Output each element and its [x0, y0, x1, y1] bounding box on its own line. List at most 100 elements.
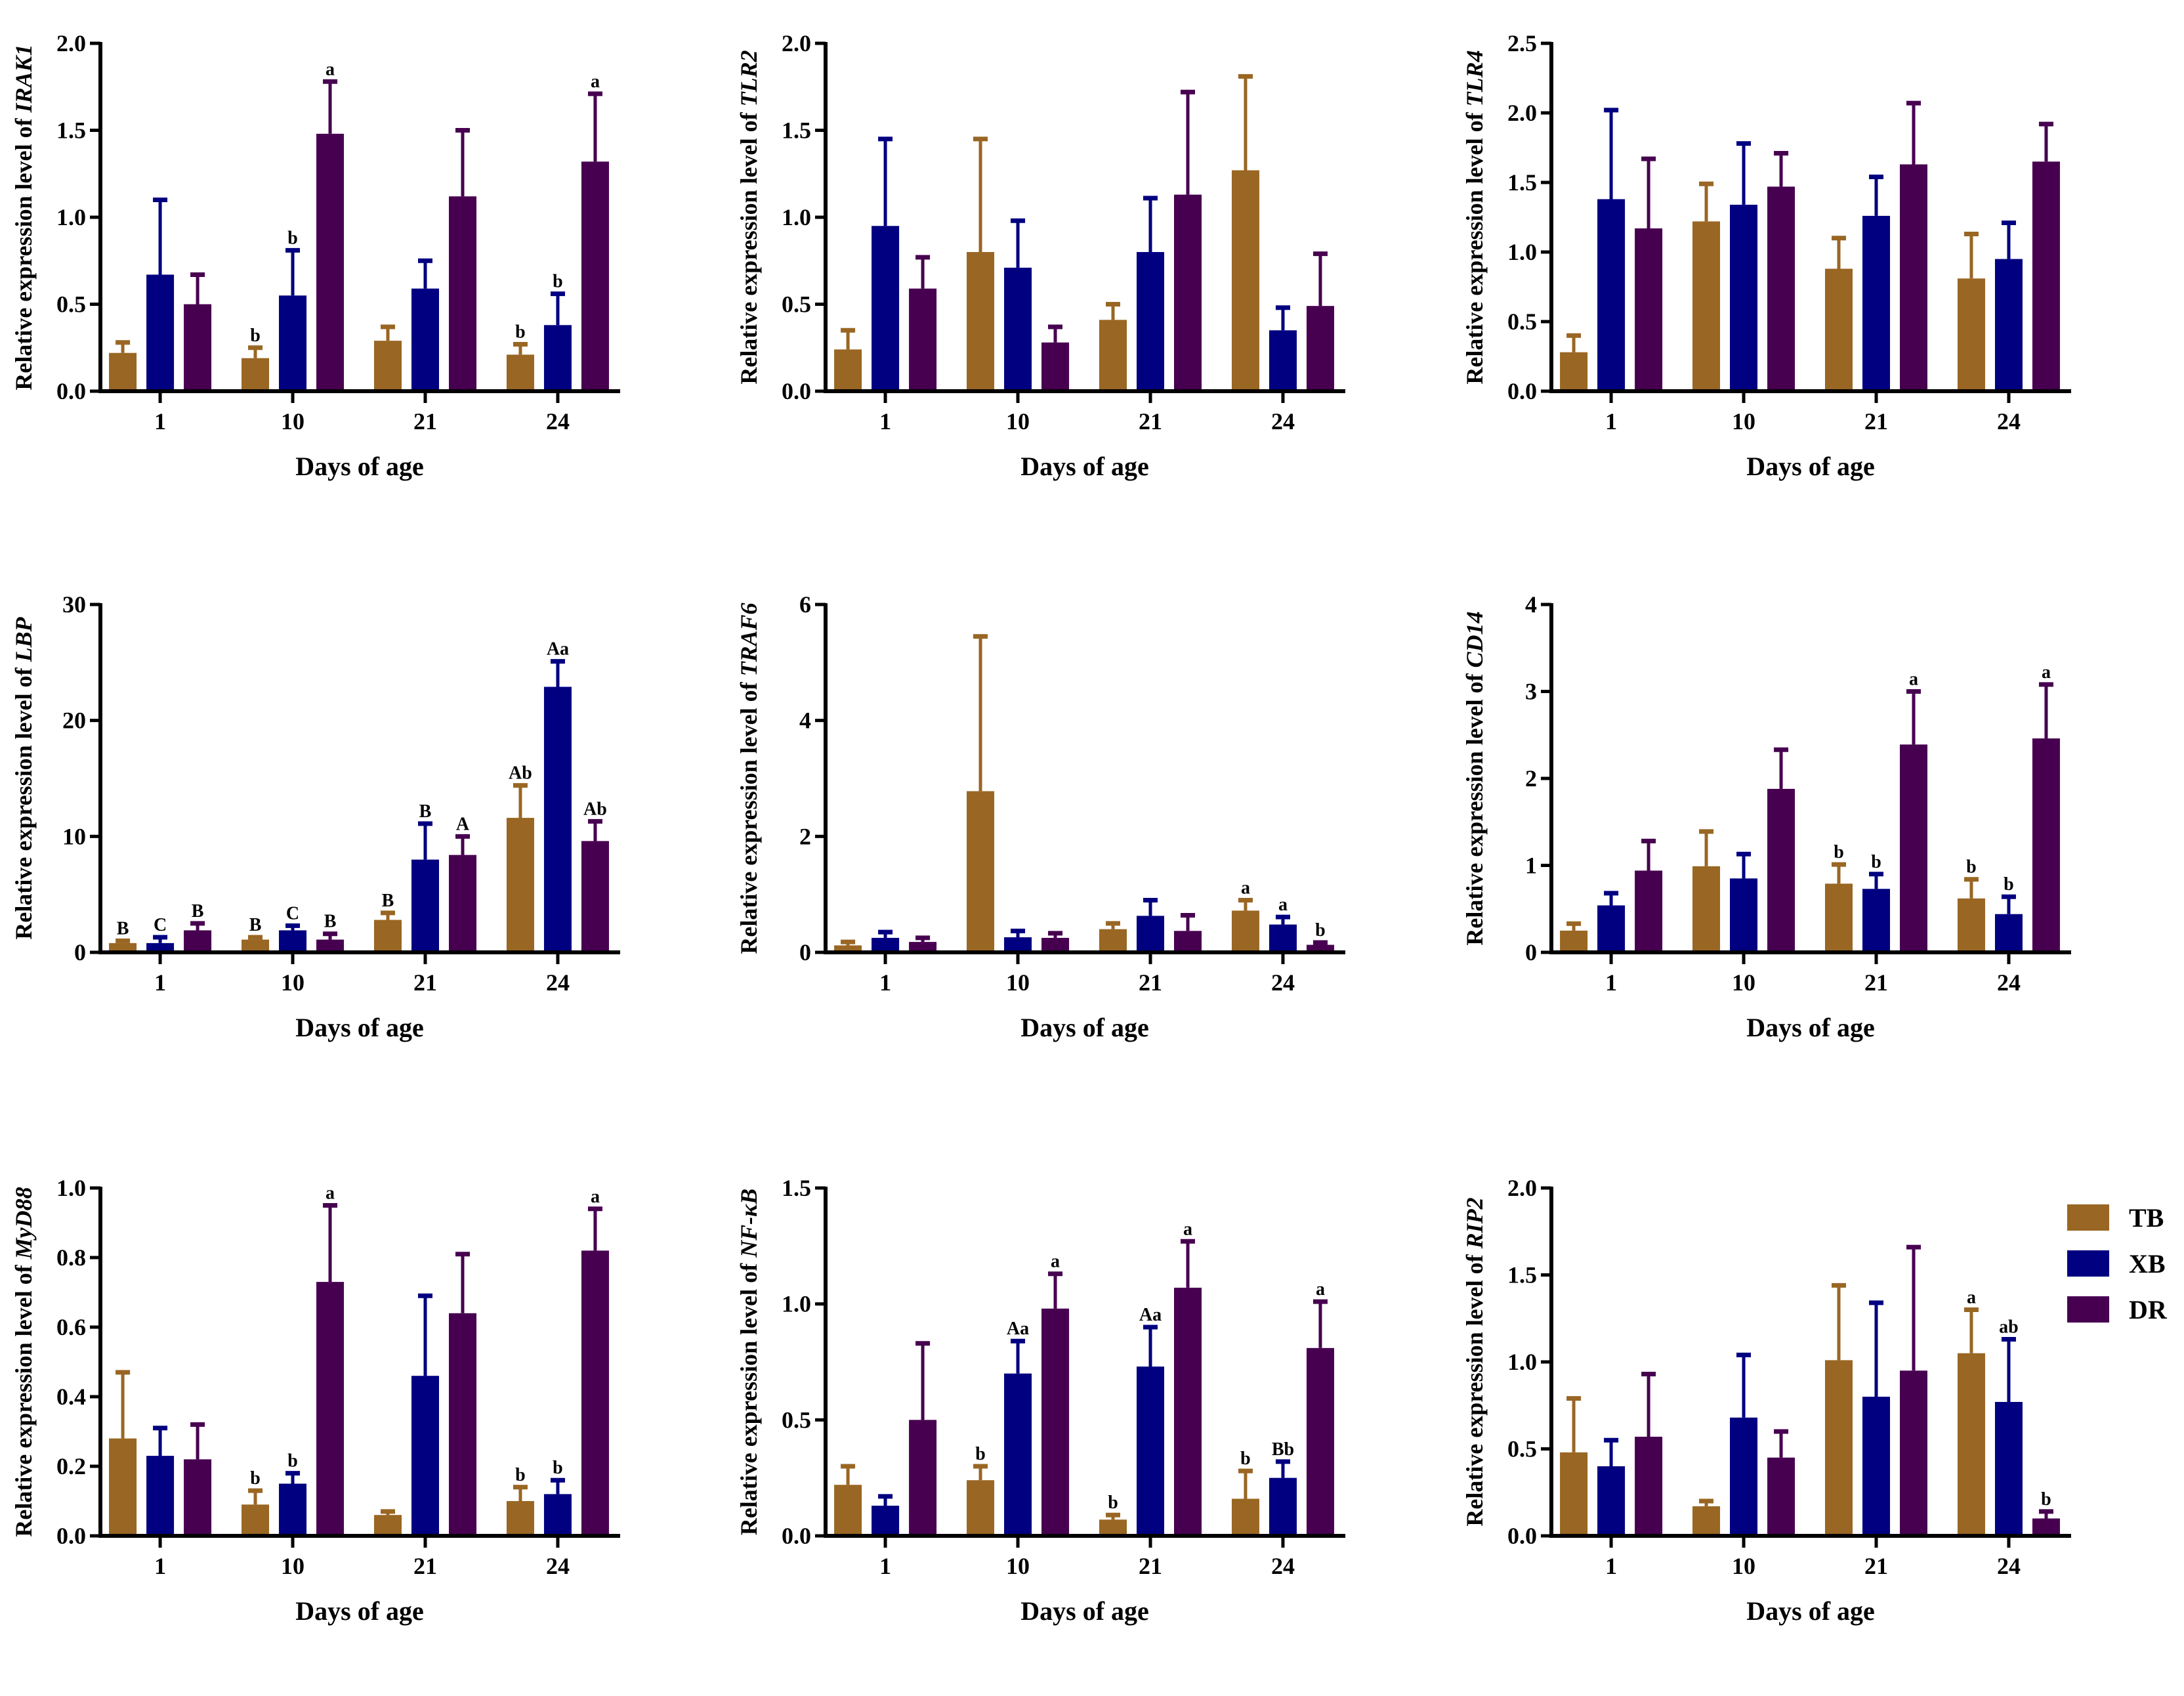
y-axis-title-gene: RIP2 — [1461, 1197, 1488, 1249]
significance-label: Aa — [1139, 1305, 1162, 1325]
x-tick-label: 21 — [1139, 1553, 1162, 1579]
y-axis-title-prefix: Relative expression level of — [10, 1259, 37, 1537]
bar-dr — [1635, 870, 1663, 952]
bar-dr — [184, 304, 212, 391]
y-axis-title: Relative expression level of RIP2 — [1461, 1197, 1488, 1526]
y-axis-title-prefix: Relative expression level of — [1461, 106, 1488, 384]
bar-dr — [1041, 1308, 1070, 1536]
x-axis-title: Days of age — [1020, 1596, 1149, 1626]
bar-tb — [967, 252, 995, 391]
bar-dr — [581, 1250, 609, 1536]
y-tick-label: 2 — [799, 823, 811, 849]
y-tick-label: 0.6 — [56, 1314, 86, 1340]
x-tick-label: 21 — [1864, 969, 1888, 996]
y-tick-label: 0.5 — [1507, 1436, 1537, 1462]
x-tick-label: 10 — [281, 408, 304, 435]
y-tick-label: 1.0 — [56, 1175, 86, 1201]
bar-dr — [1041, 342, 1070, 391]
significance-label: Ab — [583, 799, 607, 819]
significance-label: a — [1278, 895, 1288, 915]
bar-dr — [1174, 931, 1202, 952]
bar-tb — [109, 1438, 137, 1536]
y-tick-label: 1.5 — [1507, 169, 1537, 196]
x-tick-label: 21 — [413, 408, 437, 435]
y-tick-label: 0 — [1525, 939, 1537, 965]
y-tick-label: 0.0 — [782, 1523, 811, 1549]
legend-label-dr: DR — [2129, 1294, 2167, 1325]
significance-label: a — [1967, 1288, 1976, 1308]
bar-xb — [279, 1483, 307, 1536]
bar-xb — [146, 274, 175, 391]
y-axis-title-prefix: Relative expression level of — [736, 676, 762, 954]
bar-xb — [1269, 330, 1297, 391]
bar-dr — [184, 1459, 212, 1536]
y-tick-label: 0.0 — [782, 378, 811, 404]
legend-item-tb: TB — [2067, 1195, 2167, 1240]
bar-dr — [1306, 1347, 1334, 1536]
significance-label: b — [553, 1458, 563, 1478]
bar-tb — [1957, 1353, 1985, 1536]
chart-panel-tlr2: 0.0 0.5 1.0 1.5 2.0 1 10 21 24 Days of age Relativ… — [725, 0, 1447, 551]
y-axis-title-gene: CD14 — [1461, 611, 1488, 668]
chart-panel-lbp: B B B Ab C C B Aa B B A Ab 0 10 20 30 1 10 21 24 Days of age… — [0, 561, 722, 1113]
significance-label: B — [419, 801, 432, 822]
y-tick-label: 0.0 — [1507, 378, 1537, 404]
bar-dr — [1635, 1436, 1663, 1536]
legend: TB XB DR — [2067, 1195, 2167, 1332]
bar-tb — [834, 945, 862, 952]
bar-xb — [543, 687, 572, 952]
significance-label: A — [456, 814, 470, 834]
bar-dr — [316, 1282, 345, 1536]
significance-label: b — [2041, 1489, 2051, 1510]
chart-panel-traf6: a a b 0 2 4 6 1 10 21 24 Days of age Relative expres… — [725, 561, 1447, 1113]
significance-label: b — [515, 322, 526, 342]
x-tick-label: 21 — [1139, 969, 1162, 996]
significance-label: a — [591, 1187, 600, 1207]
legend-label-xb: XB — [2129, 1248, 2166, 1279]
bar-tb — [1692, 866, 1721, 952]
significance-label: a — [1051, 1252, 1060, 1272]
y-tick-label: 1.5 — [1507, 1262, 1537, 1288]
bar-chart: b b b b a a 0.0 0.5 1.0 1.5 2.0 1 10 21 24 Days of age R… — [10, 30, 620, 481]
bar-tb — [834, 1485, 862, 1536]
significance-label: B — [192, 901, 204, 922]
bar-tb — [109, 943, 137, 952]
x-tick-label: 1 — [879, 408, 891, 435]
x-axis-title: Days of age — [1746, 1013, 1875, 1042]
bar-chart: B B B Ab C C B Aa B B A Ab 0 10 20 30 1 10 21 24 Days of age… — [10, 591, 620, 1042]
x-axis-title: Days of age — [1020, 1013, 1149, 1042]
bar-tb — [1957, 278, 1985, 391]
bar-dr — [1767, 186, 1796, 391]
legend-item-dr: DR — [2067, 1286, 2167, 1332]
y-tick-label: 0.8 — [56, 1244, 86, 1271]
bar-xb — [1269, 924, 1297, 952]
bar-xb — [411, 288, 439, 391]
bar-tb — [506, 354, 534, 391]
bar-xb — [1137, 1367, 1164, 1536]
bar-xb — [1994, 259, 2023, 391]
x-tick-label: 24 — [1271, 969, 1295, 996]
bar-tb — [1692, 1506, 1721, 1536]
bar-dr — [449, 855, 476, 952]
y-tick-label: 2.0 — [782, 30, 811, 56]
significance-label: b — [287, 228, 298, 248]
bar-dr — [581, 161, 609, 391]
y-tick-label: 2.0 — [1507, 100, 1537, 126]
x-tick-label: 21 — [413, 969, 437, 996]
y-tick-label: 4 — [799, 708, 811, 734]
bar-tb — [109, 352, 137, 391]
x-tick-label: 24 — [546, 1553, 570, 1579]
bar-xb — [1004, 1373, 1032, 1536]
chart-panel-irak1: b b b b a a 0.0 0.5 1.0 1.5 2.0 1 10 21 24 Days of age R… — [0, 0, 722, 551]
significance-label: b — [1871, 852, 1881, 872]
y-tick-label: 0.0 — [56, 1523, 86, 1549]
bar-tb — [1099, 320, 1127, 391]
x-tick-label: 1 — [1605, 408, 1617, 435]
significance-label: C — [286, 903, 299, 923]
y-tick-label: 6 — [799, 591, 811, 618]
x-tick-label: 24 — [546, 969, 570, 996]
x-tick-label: 10 — [1732, 1553, 1755, 1579]
y-tick-label: 2 — [1525, 765, 1537, 792]
bar-dr — [449, 196, 476, 391]
bar-tb — [242, 358, 270, 391]
